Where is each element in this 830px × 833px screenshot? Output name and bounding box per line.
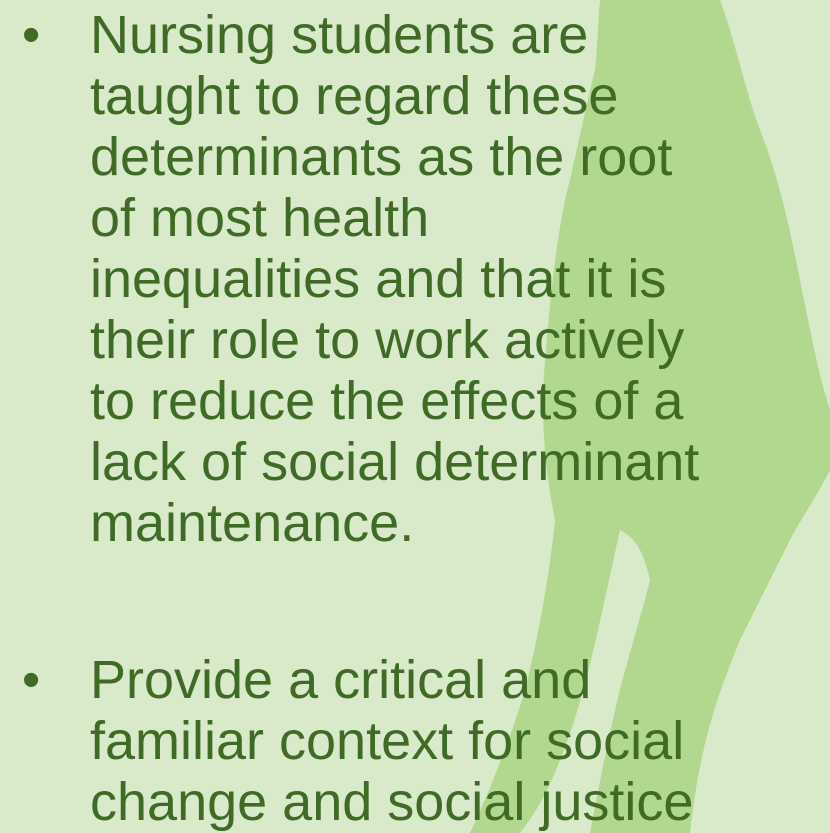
bullet-text-line: to reduce the effects of a (90, 371, 683, 432)
bullet-text-line: change and social justice (90, 772, 693, 833)
bullet-text-line: maintenance. (90, 493, 414, 554)
slide: • Nursing students aretaught to regard th… (0, 0, 830, 833)
bullet-text-line: taught to regard these (90, 66, 618, 127)
bullet-text-line: Provide a critical and (90, 650, 591, 711)
bullet-text-line: of most health (90, 188, 429, 249)
bullet-text-line: Nursing students are (90, 5, 588, 66)
bullet-text-line: lack of social determinant (90, 432, 699, 493)
bullet-text-line: familiar context for social (90, 711, 684, 772)
bullet-marker: • (22, 5, 40, 66)
bullet-text-line: their role to work actively (90, 310, 684, 371)
bullet-marker: • (22, 650, 40, 711)
bullet-text-line: determinants as the root (90, 127, 672, 188)
bullet-text-line: inequalities and that it is (90, 249, 666, 310)
